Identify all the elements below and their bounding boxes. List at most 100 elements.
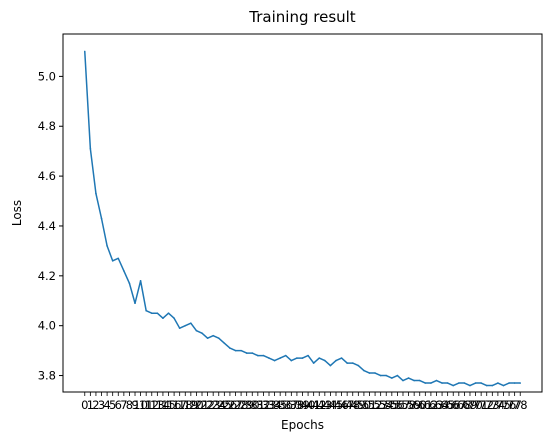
- loss-data-point: [95, 192, 97, 195]
- y-tick-label: 3.8: [38, 369, 56, 383]
- x-tick-label: 74: [491, 398, 506, 412]
- loss-series-points: [83, 50, 522, 387]
- loss-data-point: [150, 312, 153, 315]
- x-tick-label: 65: [440, 398, 455, 412]
- x-tick-label: 66: [446, 398, 461, 412]
- x-tick-label: 12: [144, 398, 159, 412]
- x-tick-label: 7: [120, 398, 127, 412]
- x-tick-label: 71: [474, 398, 489, 412]
- x-tick-label: 23: [206, 398, 221, 412]
- loss-data-point: [379, 374, 382, 377]
- x-tick-label: 57: [396, 398, 411, 412]
- y-tick-label: 5.0: [38, 69, 56, 83]
- x-tick-label: 2: [92, 398, 99, 412]
- loss-data-point: [324, 359, 326, 362]
- x-tick-label: 11: [139, 398, 154, 412]
- loss-data-point: [83, 50, 86, 53]
- x-tick-label: 48: [345, 398, 360, 412]
- x-tick-label: 77: [507, 398, 522, 412]
- y-tick-label: 4.4: [38, 219, 56, 233]
- x-tick-label: 17: [172, 398, 187, 412]
- x-tick-label: 25: [217, 398, 232, 412]
- x-tick-label: 0: [81, 398, 88, 412]
- x-tick-label: 61: [418, 398, 433, 412]
- x-tick-label: 70: [468, 398, 483, 412]
- y-axis-label: Loss: [10, 200, 24, 226]
- x-tick-label: 59: [407, 398, 422, 412]
- loss-data-point: [145, 309, 147, 312]
- x-tick-label: 54: [379, 398, 394, 412]
- loss-data-point: [100, 217, 103, 220]
- loss-data-point: [173, 317, 175, 320]
- loss-data-point: [273, 359, 276, 362]
- x-tick-label: 30: [245, 398, 260, 412]
- x-tick-label: 55: [385, 398, 400, 412]
- x-tick-label: 15: [161, 398, 176, 412]
- loss-data-point: [452, 384, 455, 387]
- x-tick-label: 26: [223, 398, 238, 412]
- x-tick-label: 22: [200, 398, 215, 412]
- loss-data-point: [407, 377, 410, 379]
- loss-data-point: [391, 377, 393, 379]
- x-tick-label: 53: [373, 398, 388, 412]
- loss-data-point: [111, 260, 114, 262]
- loss-data-point: [268, 357, 270, 359]
- loss-data-point: [396, 374, 399, 377]
- x-tick-label: 68: [457, 398, 472, 412]
- plot-area: 3.84.04.24.44.64.85.0 012345678910111213…: [38, 33, 543, 412]
- loss-data-point: [502, 384, 505, 387]
- x-tick-label: 50: [357, 398, 372, 412]
- loss-data-point: [474, 382, 477, 384]
- loss-data-point: [223, 342, 226, 344]
- loss-data-point: [290, 359, 293, 362]
- x-tick-label: 72: [479, 398, 494, 412]
- x-tick-label: 49: [351, 398, 366, 412]
- loss-data-point: [469, 384, 471, 387]
- loss-data-point: [162, 317, 164, 320]
- chart-title: Training result: [248, 8, 356, 26]
- loss-data-point: [106, 245, 108, 247]
- x-tick-label: 78: [513, 398, 528, 412]
- x-tick-label: 47: [340, 398, 355, 412]
- loss-data-point: [156, 312, 159, 315]
- x-tick-label: 5: [109, 398, 116, 412]
- x-tick-label: 40: [301, 398, 316, 412]
- x-tick-label: 18: [178, 398, 193, 412]
- loss-data-point: [167, 312, 170, 315]
- loss-data-point: [251, 352, 254, 354]
- loss-data-point: [363, 369, 365, 372]
- x-tick-label: 20: [189, 398, 204, 412]
- x-tick-label: 13: [150, 398, 165, 412]
- x-tick-label: 35: [273, 398, 288, 412]
- loss-data-point: [329, 364, 332, 367]
- x-tick-label: 29: [239, 398, 254, 412]
- loss-data-point: [491, 384, 494, 387]
- loss-data-point: [508, 382, 510, 384]
- loss-data-point: [385, 374, 388, 377]
- x-tick-label: 32: [256, 398, 271, 412]
- loss-data-point: [229, 347, 231, 349]
- x-tick-label: 31: [251, 398, 266, 412]
- loss-data-point: [234, 349, 237, 352]
- x-tick-label: 38: [290, 398, 305, 412]
- loss-data-point: [307, 354, 309, 357]
- loss-data-point: [519, 382, 522, 384]
- loss-data-point: [212, 334, 214, 337]
- x-tick-label: 41: [306, 398, 321, 412]
- loss-data-point: [240, 349, 242, 352]
- loss-data-point: [351, 362, 354, 364]
- loss-data-point: [117, 257, 120, 260]
- loss-data-point: [284, 354, 287, 357]
- loss-data-point: [217, 337, 220, 339]
- loss-data-point: [301, 357, 304, 359]
- x-tick-label: 62: [424, 398, 439, 412]
- x-tick-label: 73: [485, 398, 500, 412]
- loss-data-point: [123, 270, 125, 272]
- loss-data-point: [480, 382, 482, 384]
- loss-data-point: [195, 329, 198, 332]
- loss-data-point: [128, 282, 131, 285]
- loss-data-point: [89, 147, 92, 150]
- x-tick-label: 24: [211, 398, 226, 412]
- loss-data-point: [296, 357, 298, 359]
